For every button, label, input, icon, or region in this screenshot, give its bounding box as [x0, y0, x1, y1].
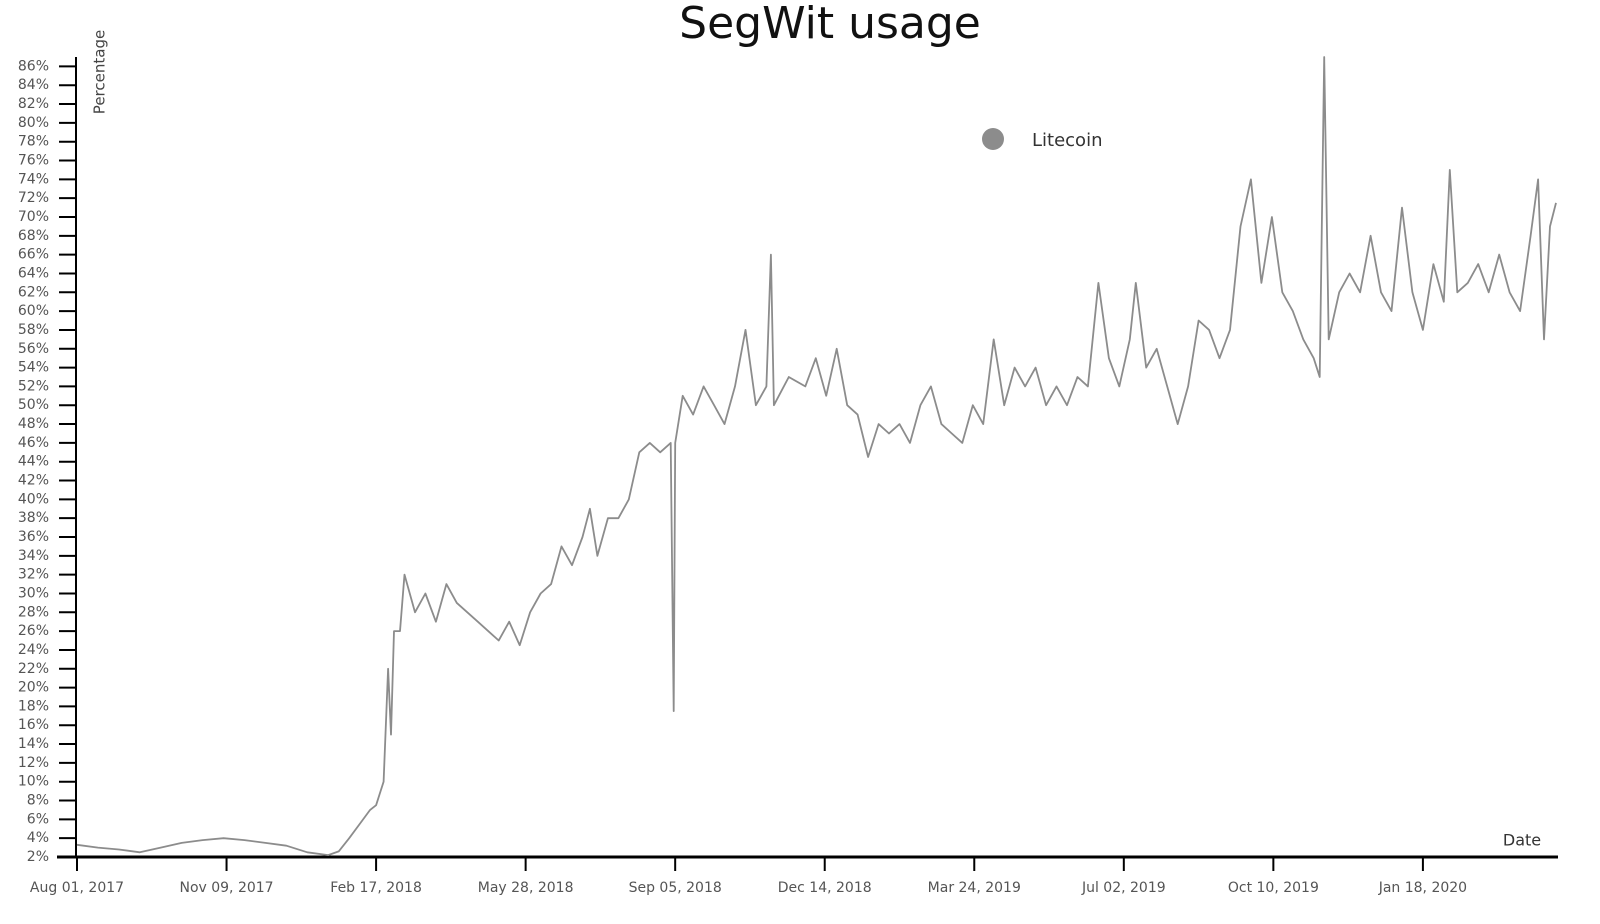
y-tick-label: 6%	[27, 811, 49, 827]
x-tick-label: May 28, 2018	[478, 880, 574, 896]
x-tick-label: Sep 05, 2018	[629, 880, 722, 896]
y-tick-label: 18%	[18, 698, 49, 714]
y-tick-label: 66%	[18, 247, 49, 263]
y-tick-label: 78%	[18, 134, 49, 150]
y-tick-label: 30%	[18, 585, 49, 601]
legend-label: Litecoin	[1032, 130, 1102, 151]
y-tick-label: 72%	[18, 190, 49, 206]
y-tick-label: 80%	[18, 115, 49, 131]
x-tick-label: Nov 09, 2017	[179, 880, 273, 896]
y-tick-label: 84%	[18, 77, 49, 93]
y-tick-label: 82%	[18, 96, 49, 112]
y-tick-label: 14%	[18, 736, 49, 752]
x-tick-label: Mar 24, 2019	[928, 880, 1021, 896]
y-tick-label: 24%	[18, 642, 49, 658]
chart-title: SegWit usage	[679, 0, 981, 49]
y-tick-label: 60%	[18, 303, 49, 319]
x-axis-label: Date	[1503, 831, 1541, 850]
y-tick-label: 68%	[18, 228, 49, 244]
y-tick-label: 12%	[18, 755, 49, 771]
y-tick-label: 36%	[18, 529, 49, 545]
data-line	[76, 56, 1557, 856]
y-tick-label: 44%	[18, 454, 49, 470]
x-tick-label: Jan 18, 2020	[1378, 880, 1467, 896]
y-tick-label: 52%	[18, 378, 49, 394]
y-tick-label: 8%	[27, 793, 49, 809]
y-tick-label: 22%	[18, 661, 49, 677]
y-tick-label: 28%	[18, 604, 49, 620]
y-tick-label: 26%	[18, 623, 49, 639]
y-axis-label: Percentage	[91, 30, 109, 114]
y-tick-label: 46%	[18, 435, 49, 451]
y-tick-label: 40%	[18, 491, 49, 507]
x-tick-label: Oct 10, 2019	[1228, 880, 1319, 896]
y-tick-label: 16%	[18, 717, 49, 733]
y-tick-label: 64%	[18, 265, 49, 281]
y-tick-label: 54%	[18, 360, 49, 376]
y-tick-label: 74%	[18, 171, 49, 187]
y-tick-label: 50%	[18, 397, 49, 413]
x-tick-label: Dec 14, 2018	[778, 880, 872, 896]
y-tick-label: 10%	[18, 774, 49, 790]
x-tick-label: Feb 17, 2018	[330, 880, 422, 896]
y-tick-label: 76%	[18, 153, 49, 169]
legend-marker	[982, 128, 1004, 150]
y-tick-label: 2%	[27, 849, 49, 865]
y-tick-label: 20%	[18, 680, 49, 696]
y-tick-label: 4%	[27, 830, 49, 846]
y-tick-label: 34%	[18, 548, 49, 564]
x-tick-label: Jul 02, 2019	[1081, 880, 1166, 896]
y-tick-label: 70%	[18, 209, 49, 225]
y-tick-label: 58%	[18, 322, 49, 338]
y-tick-label: 56%	[18, 341, 49, 357]
x-tick-label: Aug 01, 2017	[30, 880, 124, 896]
y-tick-label: 62%	[18, 284, 49, 300]
y-tick-label: 48%	[18, 416, 49, 432]
y-tick-label: 42%	[18, 473, 49, 489]
y-tick-label: 32%	[18, 567, 49, 583]
y-tick-label: 38%	[18, 510, 49, 526]
y-tick-label: 86%	[18, 58, 49, 74]
